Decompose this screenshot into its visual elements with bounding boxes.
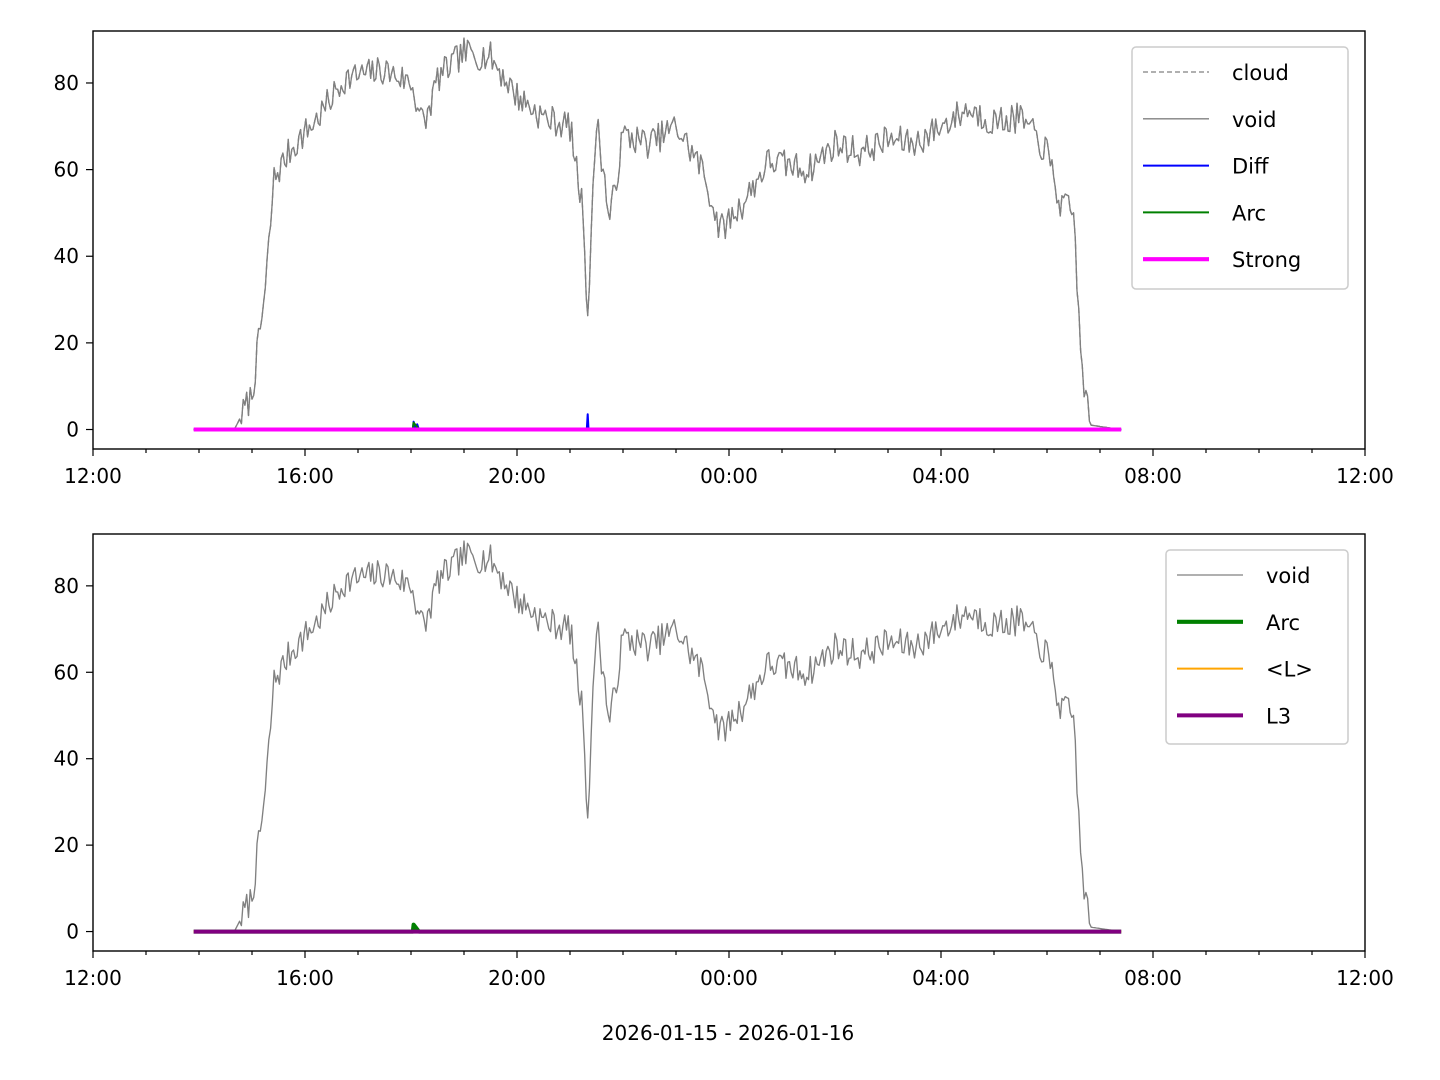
x-tick-label: 00:00	[700, 966, 758, 990]
legend-label: Strong	[1232, 248, 1301, 272]
y-tick-label: 60	[54, 660, 79, 684]
legend-label: <L>	[1266, 658, 1313, 682]
y-tick-label: 60	[54, 158, 79, 182]
legend: void Arc <L> L3	[1165, 549, 1349, 745]
series-line-void	[193, 540, 1122, 933]
x-tick-label: 12:00	[1336, 966, 1394, 990]
x-tick-label: 08:00	[1124, 966, 1182, 990]
x-tick-label: 16:00	[276, 966, 334, 990]
x-tick-label: 12:00	[64, 966, 122, 990]
x-tick-label: 04:00	[912, 464, 970, 488]
y-tick-label: 20	[54, 833, 79, 857]
y-tick-label: 0	[66, 920, 79, 944]
plot-area	[193, 37, 1122, 432]
legend-box	[1165, 549, 1349, 745]
x-tick-label: 20:00	[488, 464, 546, 488]
x-axis-label: 2026-01-15 - 2026-01-16	[602, 1021, 854, 1045]
bottom-panel: 12:00 16:00 20:00 00:00 04:00 08:00 12:00 0 20 40…	[54, 533, 1394, 990]
x-tick-label: 20:00	[488, 966, 546, 990]
legend-label: cloud	[1232, 61, 1289, 85]
legend-box	[1131, 46, 1349, 290]
series-line-void	[193, 37, 1122, 431]
x-tick-label: 00:00	[700, 464, 758, 488]
top-panel: 12:00 16:00 20:00 00:00 04:00 08:00 12:00 0 20 40…	[54, 30, 1394, 488]
legend-label: Diff	[1232, 155, 1269, 179]
legend-label: void	[1266, 564, 1310, 588]
y-tick-label: 80	[54, 574, 79, 598]
legend-label: L3	[1266, 704, 1291, 728]
x-tick-label: 08:00	[1124, 464, 1182, 488]
y-tick-label: 0	[66, 418, 79, 442]
y-tick-label: 40	[54, 244, 79, 268]
y-tick-label: 80	[54, 71, 79, 95]
x-tick-label: 04:00	[912, 966, 970, 990]
x-tick-label: 12:00	[1336, 464, 1394, 488]
x-tick-label: 16:00	[276, 464, 334, 488]
legend: cloud void Diff Arc Strong	[1131, 46, 1349, 290]
legend-label: Arc	[1232, 201, 1266, 225]
y-tick-label: 20	[54, 331, 79, 355]
legend-label: void	[1232, 108, 1276, 132]
legend-label: Arc	[1266, 611, 1300, 635]
plot-area	[193, 540, 1122, 934]
y-tick-label: 40	[54, 747, 79, 771]
x-tick-label: 12:00	[64, 464, 122, 488]
